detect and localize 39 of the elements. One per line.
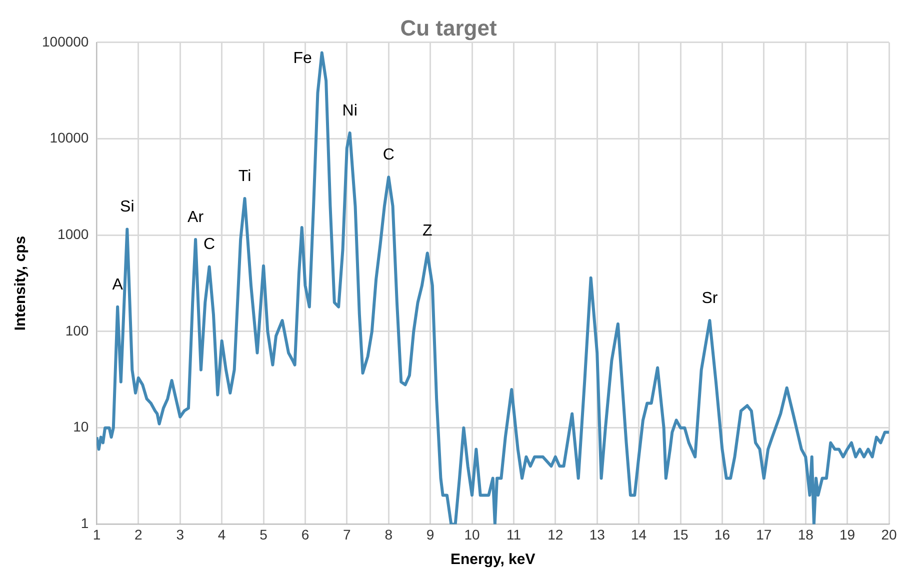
x-axis-title: Energy, keV: [450, 551, 536, 568]
y-tick-label: 10: [73, 418, 89, 435]
x-tick-label: 9: [426, 526, 434, 542]
x-tick-label: 11: [506, 526, 522, 542]
y-tick-label: 100000: [42, 33, 89, 50]
x-tick-label: 3: [176, 526, 184, 542]
x-tick-label: 19: [840, 526, 856, 542]
x-tick-label: 8: [384, 526, 393, 542]
y-tick-label: 10000: [50, 130, 89, 146]
x-tick-label: 10: [464, 526, 480, 542]
annotation: Ni: [342, 102, 358, 120]
annotation: Ar: [188, 208, 204, 226]
y-tick-label: 1000: [58, 226, 89, 242]
y-tick-label: 1: [80, 515, 89, 532]
annotation: C: [382, 146, 394, 164]
x-tick-label: 15: [672, 526, 688, 542]
annotation: A: [112, 276, 124, 294]
x-tick-label: 7: [343, 526, 352, 542]
annotation: Fe: [293, 50, 312, 68]
x-tick-label: 20: [881, 526, 897, 542]
annotation: Sr: [702, 290, 718, 307]
annotation: Si: [120, 198, 134, 216]
y-axis-title: Intensity, cps: [12, 236, 30, 331]
annotation: Z: [422, 222, 432, 240]
x-tick-label: 18: [798, 526, 814, 542]
x-tick-label: 16: [714, 526, 730, 542]
x-tick-label: 13: [589, 526, 606, 542]
annotation: Ti: [238, 168, 252, 185]
x-tick-label: 17: [756, 526, 772, 542]
x-tick-label: 6: [301, 526, 310, 542]
x-tick-label: 5: [260, 526, 268, 542]
chart-title: Cu target: [400, 15, 498, 40]
x-tick-label: 12: [548, 526, 564, 542]
x-tick-label: 2: [134, 526, 143, 542]
x-tick-label: 1: [92, 526, 101, 542]
x-tick-label: 14: [631, 526, 647, 542]
annotation: C: [204, 236, 216, 254]
y-tick-label: 100: [65, 322, 89, 338]
x-tick-label: 4: [218, 526, 226, 542]
